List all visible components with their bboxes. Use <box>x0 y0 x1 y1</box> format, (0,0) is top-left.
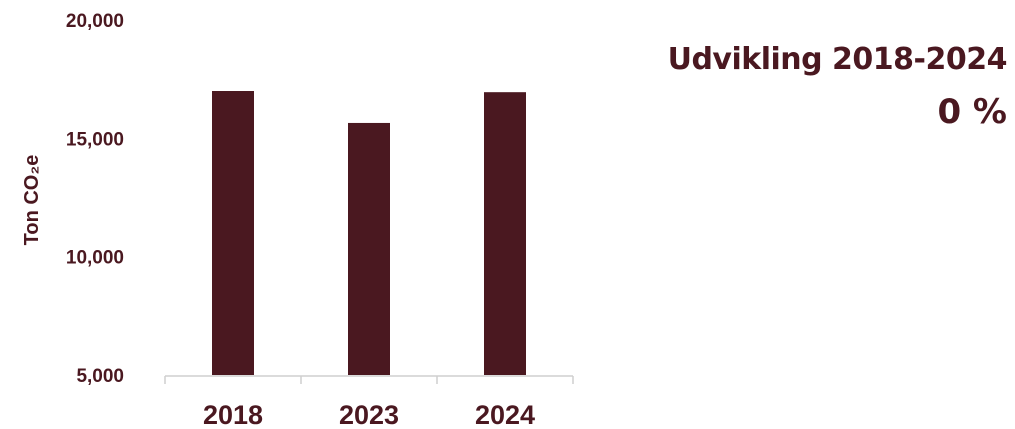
bar-2023 <box>348 122 390 375</box>
bar-chart: 5,000 10,000 15,000 20,000 2018 2023 2024 Ton… <box>21 11 574 429</box>
x-tick-label: 2018 <box>203 400 263 429</box>
development-title: Udvikling 2018-2024 <box>667 42 1008 77</box>
y-axis-label-text: Ton CO₂e <box>21 155 43 246</box>
y-axis-label: Ton CO₂e <box>21 155 43 246</box>
y-tick-label: 20,000 <box>66 11 124 32</box>
x-axis-tick-labels: 2018 2023 2024 <box>203 400 535 429</box>
y-tick-label: 15,000 <box>66 129 124 150</box>
y-axis-ticks: 5,000 10,000 15,000 20,000 <box>66 11 124 387</box>
y-tick-label: 10,000 <box>66 248 124 269</box>
x-tick-label: 2024 <box>475 400 535 429</box>
x-tick-label: 2023 <box>339 400 399 429</box>
bar-2018 <box>212 91 254 375</box>
bar-2024 <box>484 92 526 375</box>
development-value: 0 % <box>937 92 1007 132</box>
bars <box>212 91 526 375</box>
x-axis <box>164 375 574 384</box>
y-tick-label: 5,000 <box>76 366 124 387</box>
